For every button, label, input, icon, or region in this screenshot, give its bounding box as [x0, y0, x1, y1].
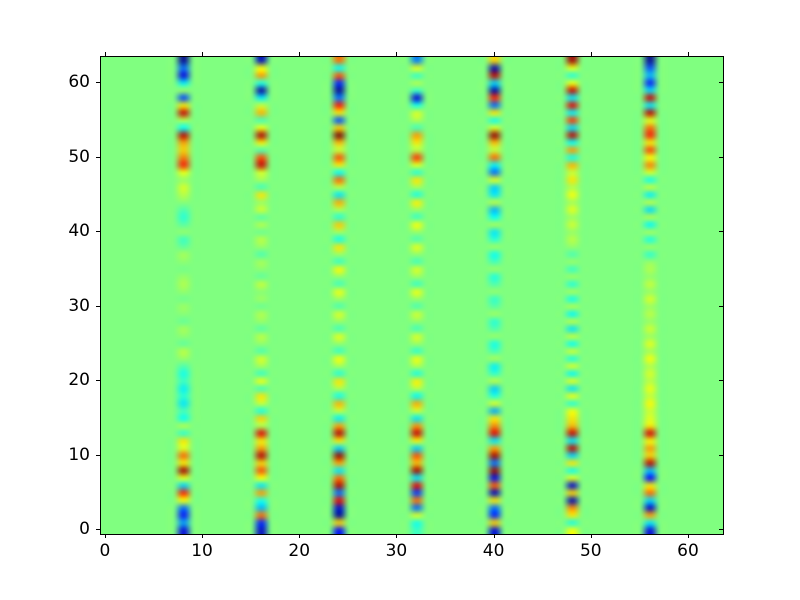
y-tick-mark [96, 305, 100, 307]
x-tick-mark-top [590, 52, 592, 56]
heatmap-image [101, 57, 723, 534]
x-tick-mark [590, 534, 592, 538]
y-tick-mark-right [719, 305, 723, 307]
x-tick-label: 50 [579, 541, 602, 561]
x-tick-label: 10 [191, 541, 213, 561]
x-tick-mark [299, 534, 301, 538]
y-tick-label: 20 [68, 370, 90, 391]
x-tick-mark [493, 534, 495, 538]
y-tick-mark-right [719, 231, 723, 233]
y-tick-mark-right [719, 380, 723, 382]
x-tick-label: 20 [288, 541, 311, 561]
y-tick-mark-right [719, 454, 723, 456]
x-tick-mark-top [687, 52, 689, 56]
y-tick-mark [96, 454, 100, 456]
y-tick-mark [96, 231, 100, 233]
x-tick-mark-top [396, 52, 398, 56]
x-tick-mark [687, 534, 689, 538]
y-tick-mark [96, 156, 100, 158]
y-tick-mark [96, 82, 100, 84]
y-tick-mark [96, 529, 100, 531]
y-tick-label: 30 [68, 295, 90, 316]
y-tick-label: 60 [68, 72, 90, 93]
x-tick-mark-top [493, 52, 495, 56]
y-tick-mark [96, 380, 100, 382]
x-tick-label: 40 [482, 541, 505, 561]
y-tick-label: 0 [79, 519, 90, 540]
y-tick-label: 10 [68, 444, 90, 465]
x-tick-label: 0 [99, 541, 111, 561]
x-tick-mark-top [299, 52, 301, 56]
heatmap-axes[interactable] [100, 56, 724, 535]
x-tick-label: 60 [677, 541, 699, 561]
x-tick-mark [104, 534, 106, 538]
y-tick-label: 40 [68, 221, 90, 242]
y-tick-mark-right [719, 82, 723, 84]
x-tick-mark [202, 534, 204, 538]
y-tick-mark-right [719, 156, 723, 158]
x-tick-mark-top [202, 52, 204, 56]
x-tick-label: 30 [385, 541, 408, 561]
y-tick-mark-right [719, 529, 723, 531]
x-tick-mark [396, 534, 398, 538]
x-tick-mark-top [104, 52, 106, 56]
y-tick-label: 50 [68, 146, 90, 167]
